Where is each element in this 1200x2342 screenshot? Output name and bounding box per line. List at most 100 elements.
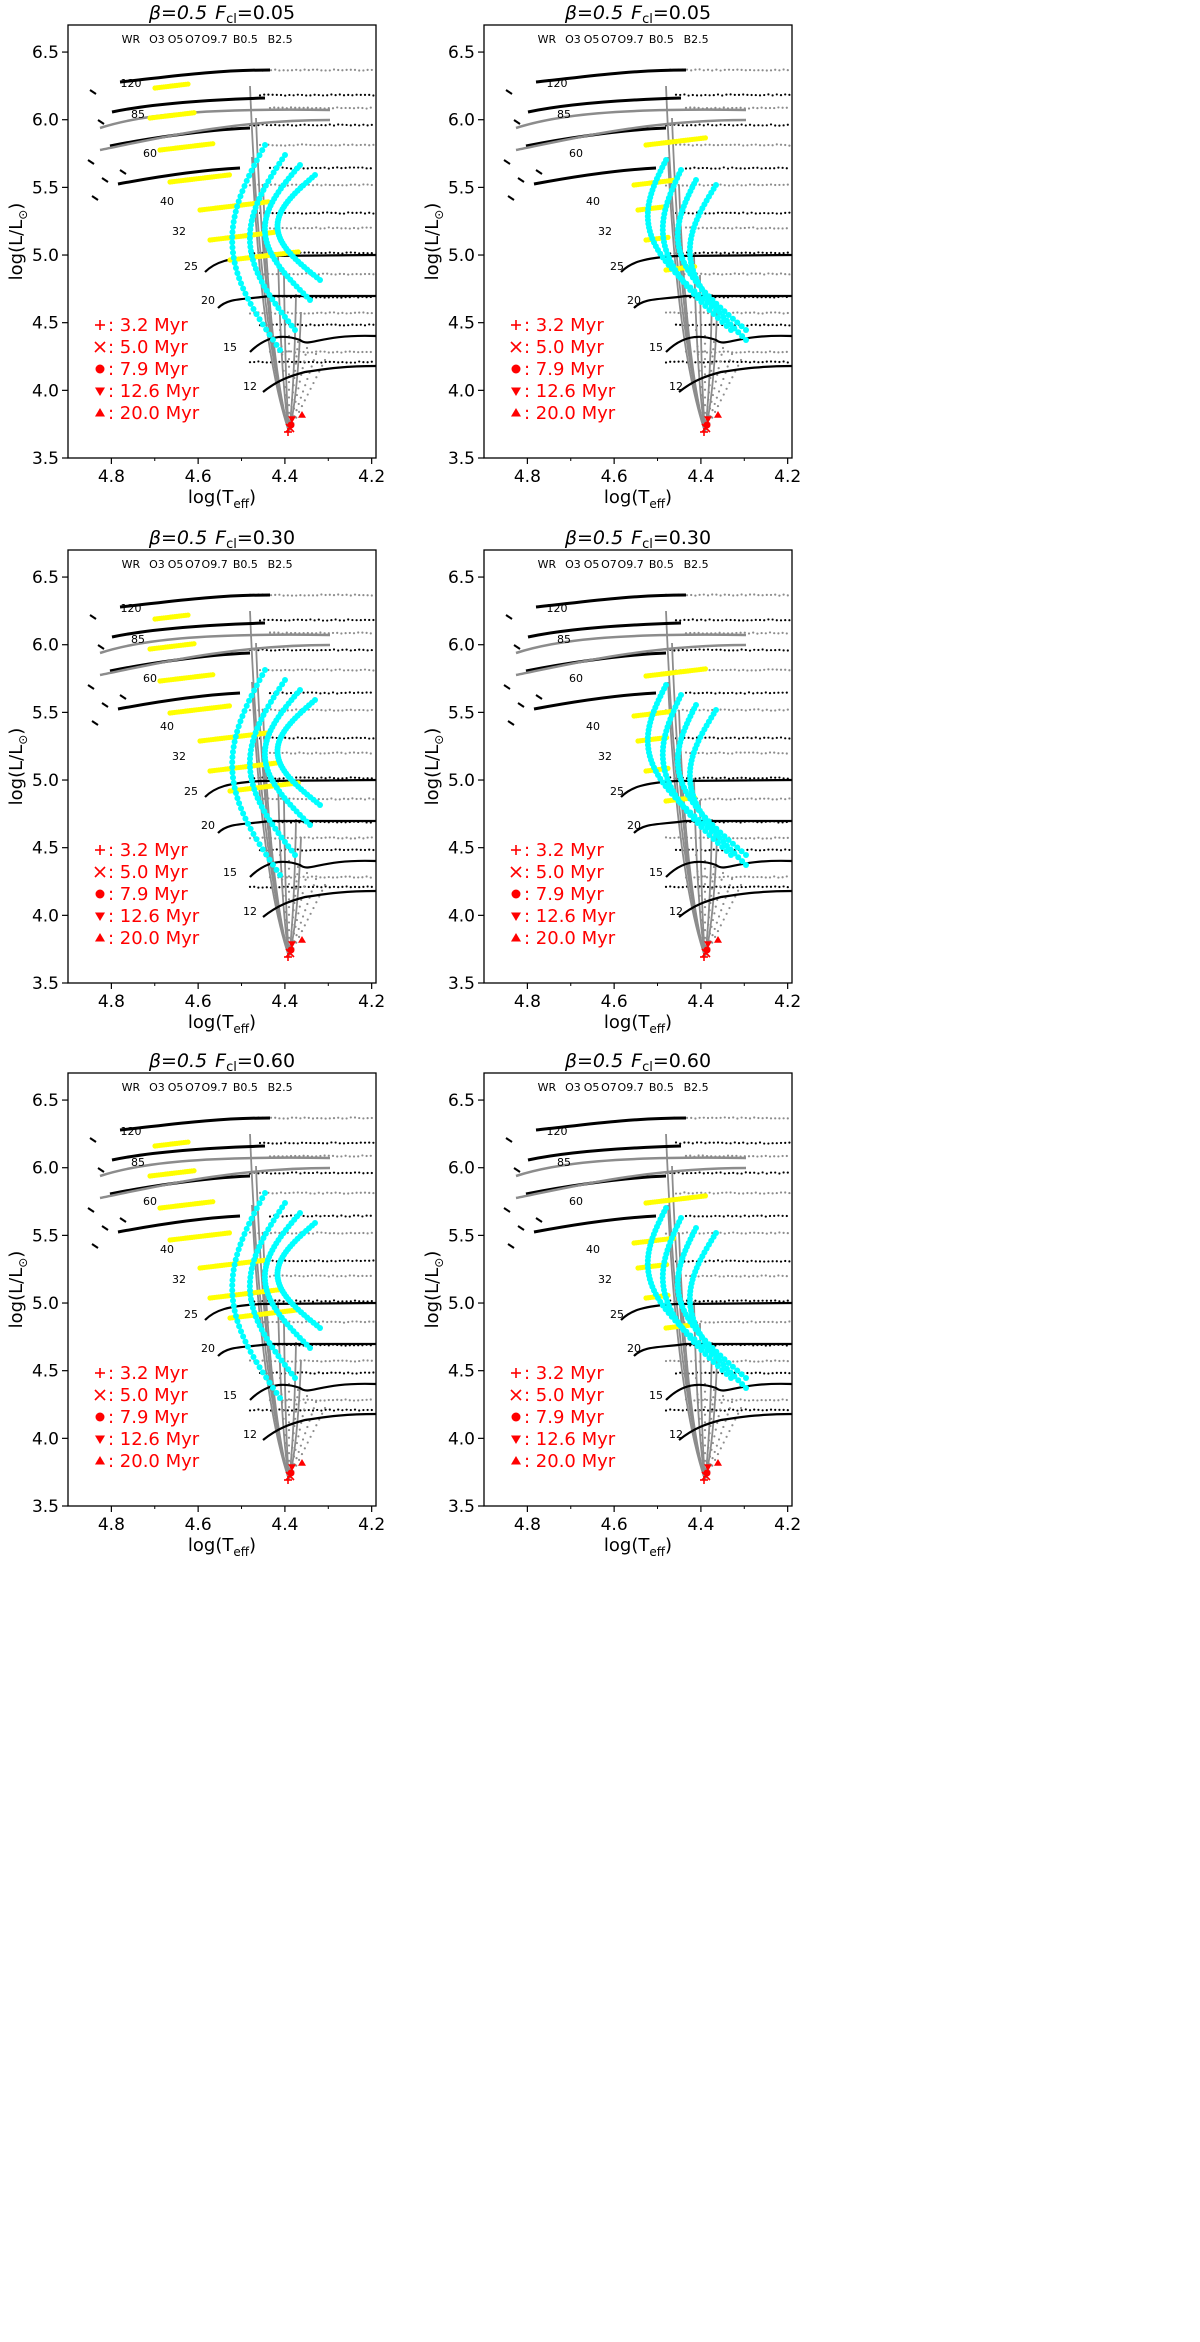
track-dot: [729, 798, 732, 801]
track-dot: [370, 251, 373, 255]
track-dot: [287, 404, 291, 407]
track-dot: [769, 123, 773, 126]
track-dot: [756, 166, 759, 169]
cyan-point: [247, 1287, 253, 1294]
track-dot: [327, 167, 330, 170]
track-dot: [331, 876, 335, 879]
track-dot: [710, 691, 713, 694]
track-dot: [771, 323, 774, 326]
cyan-point: [273, 341, 280, 348]
massive-track: [515, 633, 747, 655]
track-dot: [778, 885, 781, 889]
cyan-point: [253, 311, 260, 318]
track-dot: [744, 1116, 747, 1120]
track-dot: [774, 251, 777, 255]
track-dot: [310, 365, 313, 368]
track-dot: [281, 106, 284, 109]
plot-area: [87, 593, 376, 961]
track-dot: [332, 1171, 336, 1174]
track-dot: [336, 876, 339, 879]
track-dot: [706, 594, 710, 597]
track-dot: [725, 668, 728, 672]
track-dot: [353, 776, 357, 779]
track-dot: [779, 143, 783, 146]
track-dot: [268, 692, 272, 695]
track-dot: [715, 396, 718, 399]
track-dot: [295, 124, 298, 127]
track-dot: [730, 352, 734, 356]
track-dot: [326, 798, 329, 801]
track-dot: [743, 226, 746, 230]
track-dot: [332, 777, 336, 780]
track-dot: [328, 1360, 331, 1363]
track-dot: [366, 1359, 369, 1362]
legend-entry-text: : 5.0 Myr: [108, 337, 188, 358]
track-dot: [366, 252, 369, 255]
track-dot: [727, 1299, 731, 1302]
track-dot: [681, 360, 684, 363]
y-tick-label: 3.5: [448, 449, 475, 469]
track-dot: [687, 1192, 690, 1195]
track-dot: [338, 144, 341, 147]
cyan-point: [240, 1333, 247, 1340]
track-dot: [781, 1214, 784, 1217]
mass-label: 15: [649, 341, 663, 354]
track-dot: [769, 1231, 773, 1234]
track-dot: [719, 183, 722, 186]
track-dot: [716, 797, 720, 800]
track-dot: [341, 1171, 344, 1175]
track-dot: [284, 919, 287, 922]
track-dot: [316, 1231, 319, 1234]
cyan-point: [229, 754, 236, 761]
track-dot: [711, 355, 714, 358]
track-dot: [725, 1142, 728, 1145]
track-dot: [750, 669, 753, 672]
track-dot: [312, 884, 315, 887]
track-dot: [342, 324, 346, 327]
track-dot: [702, 1116, 705, 1119]
mass-label: 60: [143, 147, 157, 160]
cyan-point: [231, 738, 238, 745]
cyan-point: [247, 1274, 254, 1281]
track-dot: [278, 1408, 281, 1411]
track-dot: [736, 885, 739, 889]
track-dot: [288, 669, 291, 672]
track-dot: [753, 360, 756, 363]
track-dot: [743, 751, 746, 754]
track-dot: [771, 272, 774, 275]
track-dot: [786, 1232, 789, 1235]
mass-label: 60: [569, 672, 583, 685]
track-dot: [295, 393, 299, 397]
x-tick-label: 4.8: [98, 467, 125, 487]
track-dot: [747, 691, 751, 694]
track-dot: [278, 1172, 281, 1175]
track-dot: [712, 873, 715, 876]
track-dot: [747, 1155, 751, 1158]
track-dot: [681, 1172, 684, 1175]
marker-circle: [511, 889, 521, 899]
track-dot: [292, 94, 295, 97]
track-dot: [774, 360, 777, 363]
low-mass-track: [262, 1412, 376, 1441]
track-dot: [703, 411, 707, 414]
marker-triangle-up: [714, 936, 722, 943]
track-dot: [728, 906, 731, 910]
marker-triangle-down: [288, 1464, 296, 1471]
track-dot: [760, 227, 763, 230]
track-dot: [740, 648, 743, 651]
track-dot: [673, 836, 676, 839]
track-dot: [664, 1232, 668, 1235]
track-dot: [690, 1116, 693, 1119]
track-dot: [296, 618, 299, 621]
track-dot: [345, 1359, 348, 1362]
track-dot: [702, 124, 705, 127]
track-dot: [304, 909, 307, 912]
track-dot: [706, 68, 710, 71]
track-dot: [348, 1215, 351, 1218]
track-dot: [351, 1372, 354, 1375]
track-dot: [711, 1116, 714, 1119]
track-dot: [324, 69, 327, 72]
track-dot: [337, 1232, 340, 1235]
track-dot: [287, 1421, 291, 1424]
track-dot: [287, 921, 291, 924]
